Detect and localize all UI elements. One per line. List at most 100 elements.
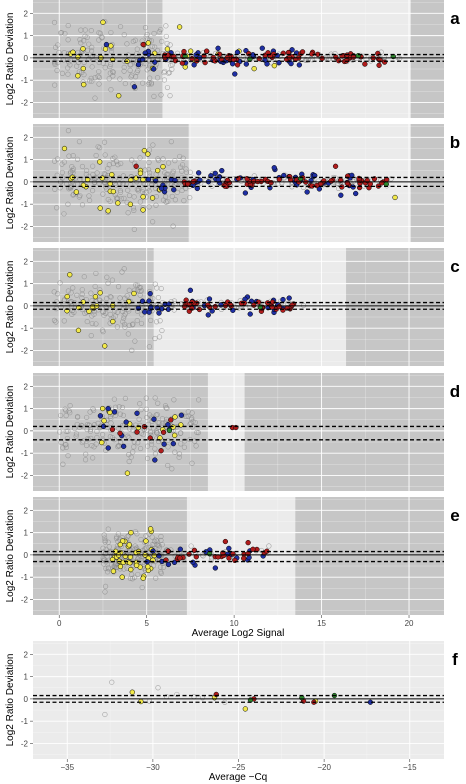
data-point-open_point (52, 61, 58, 67)
data-point-blue (280, 296, 286, 303)
data-point-open_point (129, 322, 136, 328)
data-point-open_point (185, 409, 191, 415)
data-point-yellow (172, 432, 178, 438)
data-point-open_point (129, 157, 135, 163)
y-tick-label: 1 (24, 405, 29, 414)
data-point-red (235, 175, 242, 182)
data-point-open_point (126, 458, 132, 465)
data-point-open_point (108, 48, 115, 54)
y-tick-label: -2 (21, 222, 29, 231)
data-point-yellow (89, 304, 96, 310)
data-point-open_point (108, 294, 114, 300)
data-point-open_point (90, 163, 96, 169)
data-point-open_point (116, 404, 122, 410)
data-point-red (287, 173, 293, 180)
data-point-open_point (95, 144, 101, 150)
data-point-open_point (119, 269, 125, 275)
data-point-open_point (131, 207, 137, 213)
data-point-open_point (130, 205, 137, 211)
data-point-open_point (74, 156, 81, 162)
data-point-open_point (104, 274, 110, 280)
data-point-open_point (55, 60, 61, 66)
data-point-open_point (103, 310, 109, 316)
data-point-open_point (121, 195, 127, 201)
data-point-open_point (52, 82, 58, 88)
data-point-open_point (110, 155, 116, 162)
data-point-blue (123, 419, 129, 425)
data-point-open_point (61, 298, 67, 304)
data-point-blue (156, 310, 162, 316)
data-point-red (332, 163, 339, 169)
x-axis-title-cq: Average −Cq (209, 772, 267, 783)
data-point-yellow (99, 405, 106, 412)
data-point-open_point (100, 545, 106, 551)
data-point-yellow (271, 63, 278, 69)
data-point-open_point (188, 543, 194, 549)
data-point-yellow (160, 163, 166, 170)
data-point-red (205, 302, 211, 308)
data-point-open_point (120, 173, 126, 179)
data-point-open_point (125, 433, 131, 439)
data-point-open_point (164, 84, 171, 91)
data-point-open_point (57, 280, 63, 286)
data-point-open_point (109, 679, 115, 685)
data-point-yellow (73, 189, 80, 195)
y-tick-label: -2 (21, 595, 29, 604)
data-point-open_point (138, 536, 144, 543)
data-point-open_point (187, 169, 193, 175)
data-point-red (251, 302, 257, 308)
data-point-yellow (172, 414, 178, 420)
data-point-blue (142, 309, 148, 315)
data-point-yellow (141, 147, 148, 154)
y-axis-title: Log2 Ratio Deviation (5, 510, 16, 603)
data-point-open_point (68, 298, 74, 305)
data-point-open_point (145, 421, 151, 427)
data-point-open_point (105, 196, 111, 203)
data-point-open_point (70, 153, 76, 159)
data-point-open_point (88, 290, 94, 296)
y-tick-label: 2 (24, 133, 29, 142)
data-point-open_point (102, 583, 109, 589)
data-point-open_point (125, 331, 131, 337)
data-point-open_point (81, 59, 87, 65)
data-point-open_point (163, 33, 169, 40)
data-point-open_point (122, 395, 128, 402)
data-point-open_point (61, 211, 67, 217)
x-tick-label: 10 (230, 619, 239, 628)
data-point-yellow (133, 562, 140, 568)
data-point-open_point (107, 293, 113, 300)
data-point-open_point (127, 67, 133, 73)
data-point-yellow (131, 290, 137, 297)
data-point-open_point (82, 33, 88, 39)
data-point-blue (271, 165, 277, 171)
x-tick-label: 0 (57, 619, 62, 628)
data-point-open_point (96, 37, 102, 43)
data-point-yellow (133, 175, 139, 181)
x-tick-label: −30 (146, 763, 160, 772)
data-point-open_point (92, 95, 98, 101)
data-point-open_point (108, 29, 114, 36)
data-point-blue (187, 287, 194, 293)
data-point-blue (212, 170, 218, 177)
data-point-blue (178, 412, 185, 418)
y-tick-label: 1 (24, 280, 29, 289)
data-point-red (376, 62, 382, 68)
data-point-yellow (145, 40, 151, 46)
data-point-open_point (87, 78, 93, 84)
data-point-open_point (148, 317, 154, 323)
data-point-open_point (137, 155, 143, 161)
data-point-open_point (89, 78, 95, 84)
data-point-blue (190, 559, 196, 565)
data-point-open_point (148, 429, 154, 435)
data-point-open_point (93, 321, 99, 327)
data-point-open_point (127, 62, 133, 68)
data-point-open_point (88, 27, 94, 34)
data-point-yellow (145, 151, 151, 157)
data-point-open_point (54, 299, 60, 305)
data-point-open_point (55, 42, 61, 48)
data-point-blue (177, 546, 183, 552)
data-point-open_point (179, 162, 186, 168)
data-point-open_point (159, 38, 165, 44)
data-point-open_point (181, 198, 187, 204)
data-point-open_point (105, 539, 111, 545)
